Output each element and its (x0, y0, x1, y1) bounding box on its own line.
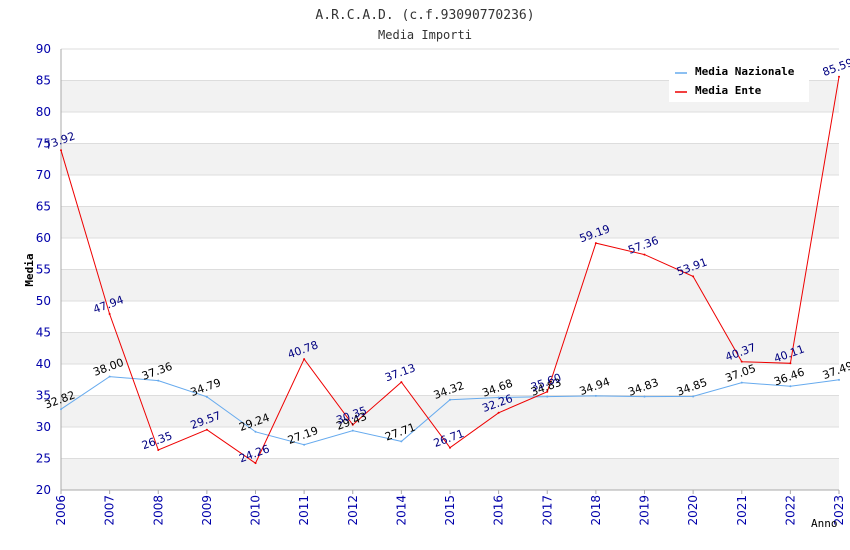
data-point (400, 381, 403, 384)
data-point (789, 385, 792, 388)
y-tick-label: 30 (36, 420, 51, 434)
plot-band (61, 269, 839, 301)
x-tick-label: 2020 (686, 495, 700, 526)
data-point (789, 362, 792, 365)
data-point (254, 430, 257, 433)
chart-title: A.R.C.A.D. (c.f.93090770236) (315, 8, 534, 23)
data-point (303, 358, 306, 361)
y-tick-label: 85 (36, 74, 51, 88)
x-tick-label: 2010 (249, 495, 263, 526)
x-tick-label: 2022 (783, 495, 797, 526)
data-point (643, 253, 646, 256)
x-tick-label: 2019 (638, 495, 652, 526)
legend-box (669, 60, 809, 102)
data-point (351, 423, 354, 426)
legend-label-ente: Media Ente (695, 84, 762, 97)
y-tick-label: 20 (36, 483, 51, 497)
data-point (108, 312, 111, 315)
y-tick-label: 40 (36, 357, 51, 371)
data-point (594, 242, 597, 245)
plot-bands (61, 80, 839, 490)
data-point (400, 440, 403, 443)
y-tick-label: 25 (36, 452, 51, 466)
plot-band (61, 143, 839, 175)
data-point (157, 379, 160, 382)
legend-label-nazionale: Media Nazionale (695, 65, 795, 78)
y-tick-label: 45 (36, 326, 51, 340)
data-point (692, 395, 695, 398)
plot-band (61, 458, 839, 490)
data-point (692, 275, 695, 278)
y-tick-label: 70 (36, 168, 51, 182)
x-tick-label: 2007 (103, 495, 117, 526)
x-tick-label: 2023 (832, 495, 846, 526)
data-point (157, 448, 160, 451)
y-tick-label: 60 (36, 231, 51, 245)
y-tick-label: 75 (36, 137, 51, 151)
y-tick-label: 50 (36, 294, 51, 308)
data-point (303, 443, 306, 446)
x-tick-label: 2016 (492, 495, 506, 526)
data-point (205, 428, 208, 431)
legend: Media Nazionale Media Ente (669, 60, 809, 102)
x-tick-label: 2006 (54, 495, 68, 526)
x-tick-label: 2009 (200, 495, 214, 526)
y-tick-labels: 20 25 30 35 40 45 50 55 60 65 70 75 80 85 90 (36, 42, 51, 497)
data-point (60, 408, 62, 411)
x-tick-label: 2018 (589, 495, 603, 526)
data-point (497, 396, 500, 399)
x-tick-label: 2015 (443, 495, 457, 526)
data-point (546, 395, 549, 398)
y-tick-label: 90 (36, 42, 51, 56)
x-tick-label: 2011 (297, 495, 311, 526)
y-tick-label: 55 (36, 263, 51, 277)
data-point (594, 394, 597, 397)
data-point (108, 375, 111, 378)
y-tick-label: 65 (36, 200, 51, 214)
data-point (497, 411, 500, 414)
series-lines (60, 75, 840, 465)
data-point (205, 395, 208, 398)
x-tick-label: 2012 (346, 495, 360, 526)
data-point (351, 429, 354, 432)
data-point (449, 398, 451, 401)
data-point (254, 462, 257, 465)
y-axis-label: Media (23, 253, 36, 286)
data-point (740, 360, 743, 363)
data-point (546, 390, 549, 393)
plot-band (61, 332, 839, 364)
data-point (838, 75, 840, 78)
data-point (449, 446, 451, 449)
data-point (643, 395, 646, 398)
y-tick-label: 35 (36, 389, 51, 403)
x-tick-label: 2014 (394, 495, 408, 526)
data-point (60, 149, 62, 152)
x-axis-label: Anno (811, 517, 838, 530)
y-tick-label: 80 (36, 105, 51, 119)
data-point (740, 381, 743, 384)
chart-subtitle: Media Importi (378, 28, 472, 42)
x-tick-label: 2021 (735, 495, 749, 526)
plot-band (61, 206, 839, 238)
data-point (838, 378, 840, 381)
x-tick-label: 2017 (540, 495, 554, 526)
x-tick-labels: 2006 2007 2008 2009 2010 2011 2012 2014 2015 2016… (54, 490, 846, 526)
x-tick-label: 2008 (151, 495, 165, 526)
